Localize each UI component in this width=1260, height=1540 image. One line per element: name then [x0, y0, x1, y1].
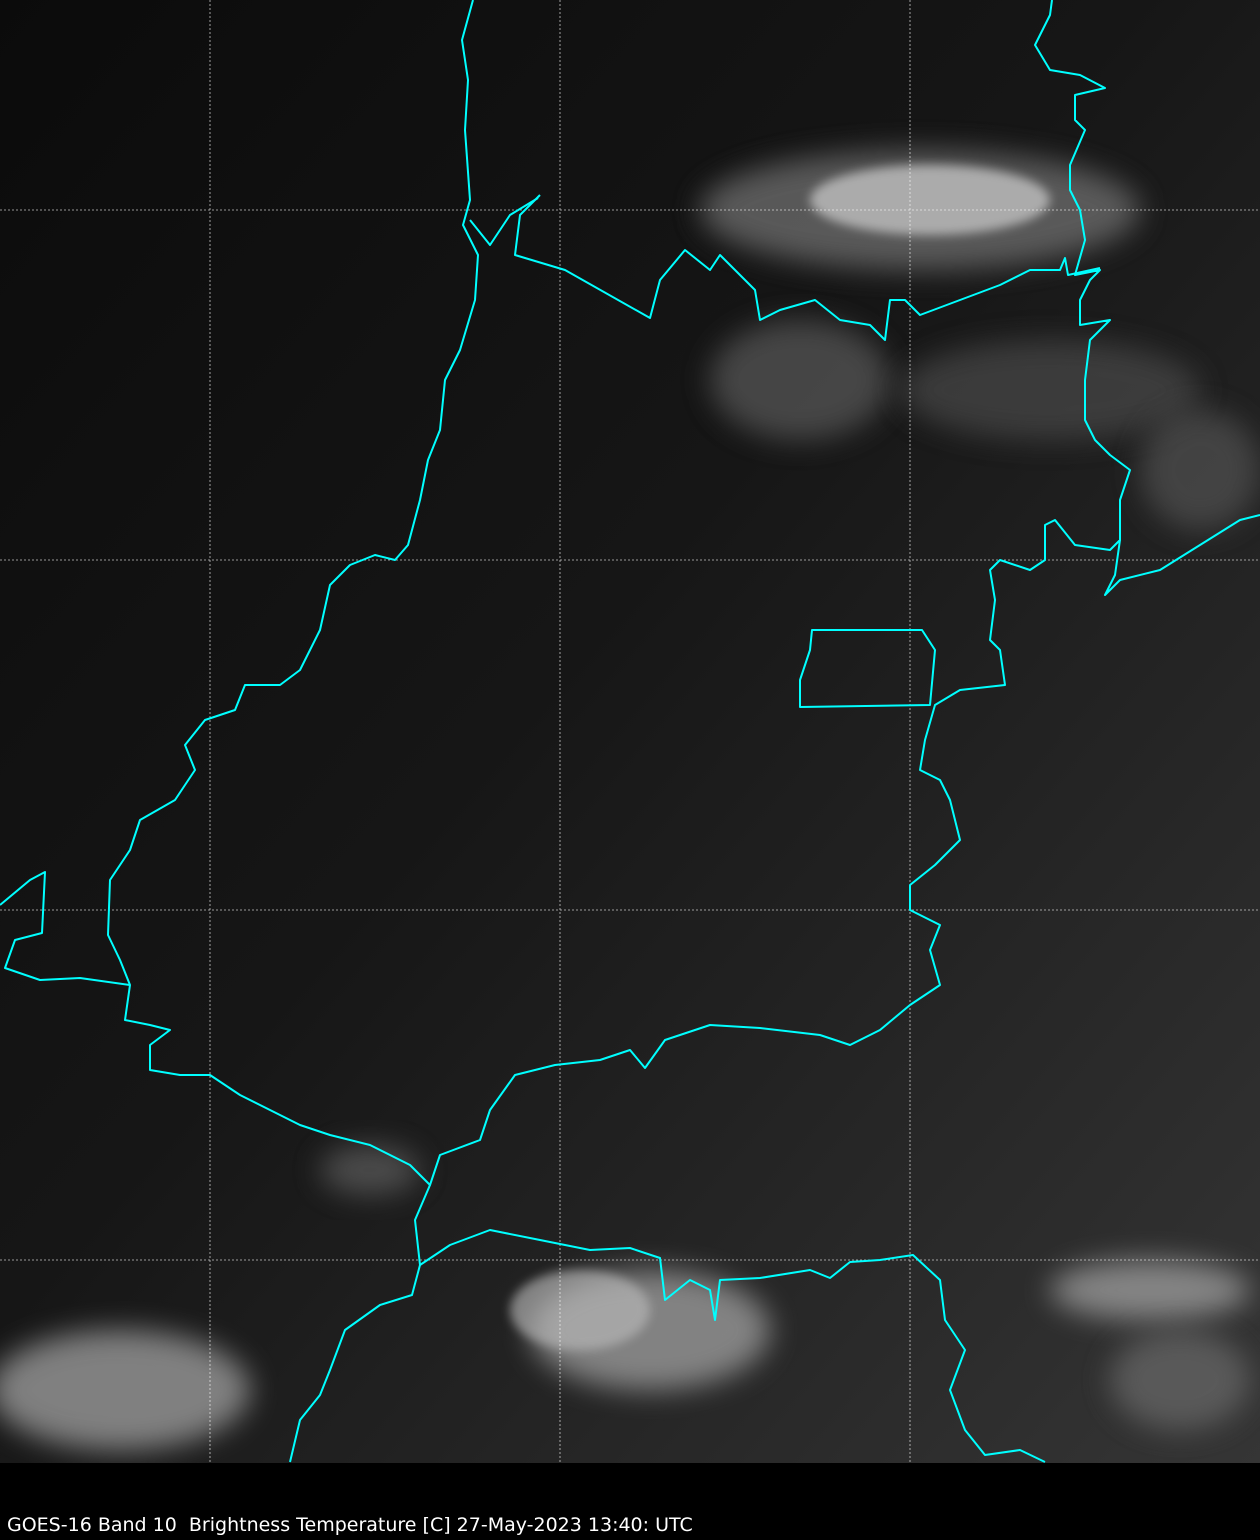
border-north [514, 194, 1101, 341]
gridlines [0, 0, 1260, 1463]
border-east [1104, 514, 1260, 596]
border-south [419, 1229, 1046, 1463]
border-main-state [107, 0, 1131, 1186]
border-south-west [289, 1184, 431, 1463]
border-federal-district [799, 629, 936, 708]
satellite-map [0, 0, 1260, 1463]
image-caption: GOES-16 Band 10 Brightness Temperature [… [7, 1514, 693, 1536]
border-north-inlet [469, 197, 539, 246]
cloud-layer [0, 150, 1260, 1450]
state-borders [0, 0, 1260, 1463]
border-west [0, 871, 131, 986]
